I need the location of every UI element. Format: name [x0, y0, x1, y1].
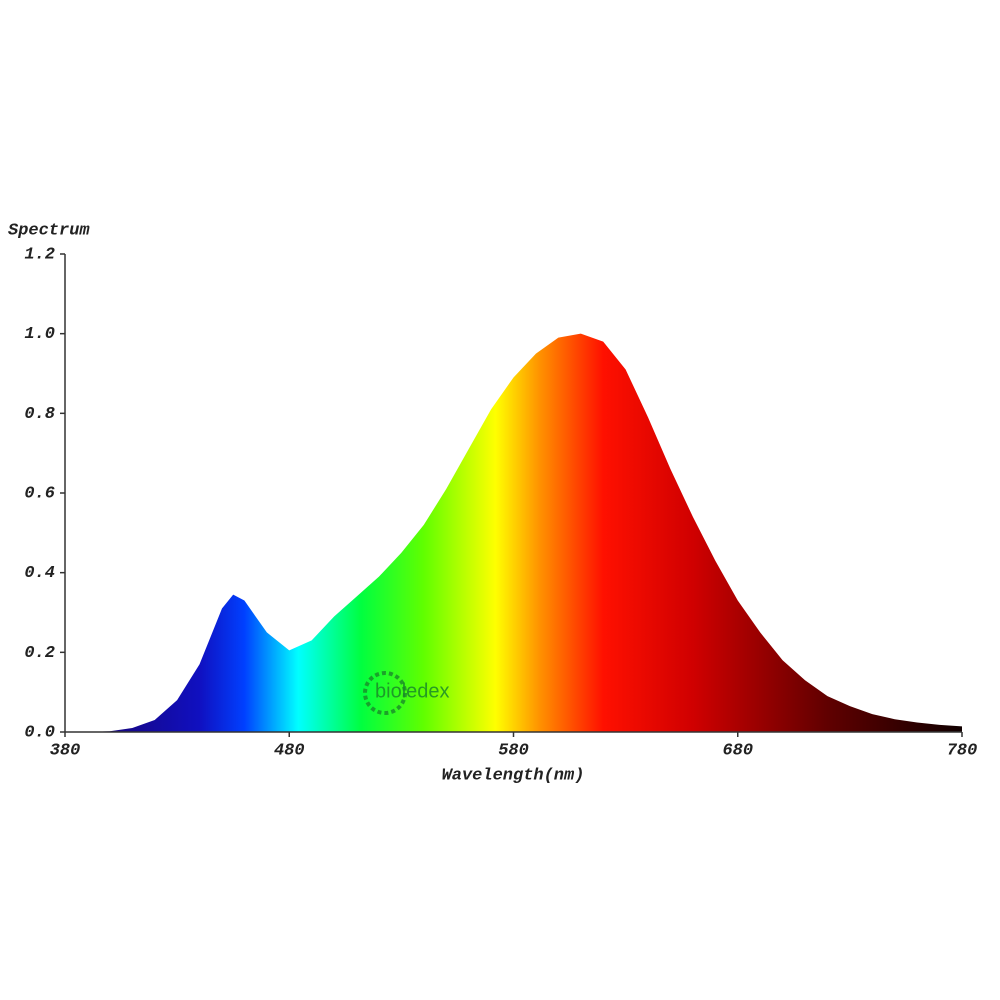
x-tick-label: 580 — [498, 741, 529, 760]
y-axis-label: Spectrum — [8, 221, 90, 240]
x-axis-label: Wavelength(nm) — [442, 766, 585, 785]
y-tick-label: 1.0 — [24, 325, 55, 344]
x-tick-label: 480 — [274, 741, 305, 760]
y-tick-label: 0.4 — [24, 564, 55, 583]
y-tick-label: 0.2 — [24, 644, 55, 663]
y-tick-label: 1.2 — [24, 245, 55, 264]
watermark-text: bioledex — [375, 680, 450, 702]
x-tick-label: 380 — [50, 741, 81, 760]
spectrum-area — [65, 333, 962, 732]
x-tick-label: 780 — [947, 741, 978, 760]
watermark: bioledex — [363, 671, 450, 715]
y-tick-label: 0.0 — [24, 723, 55, 742]
y-tick-label: 0.6 — [24, 484, 55, 503]
y-tick-label: 0.8 — [24, 405, 55, 424]
x-tick-label: 680 — [722, 741, 753, 760]
